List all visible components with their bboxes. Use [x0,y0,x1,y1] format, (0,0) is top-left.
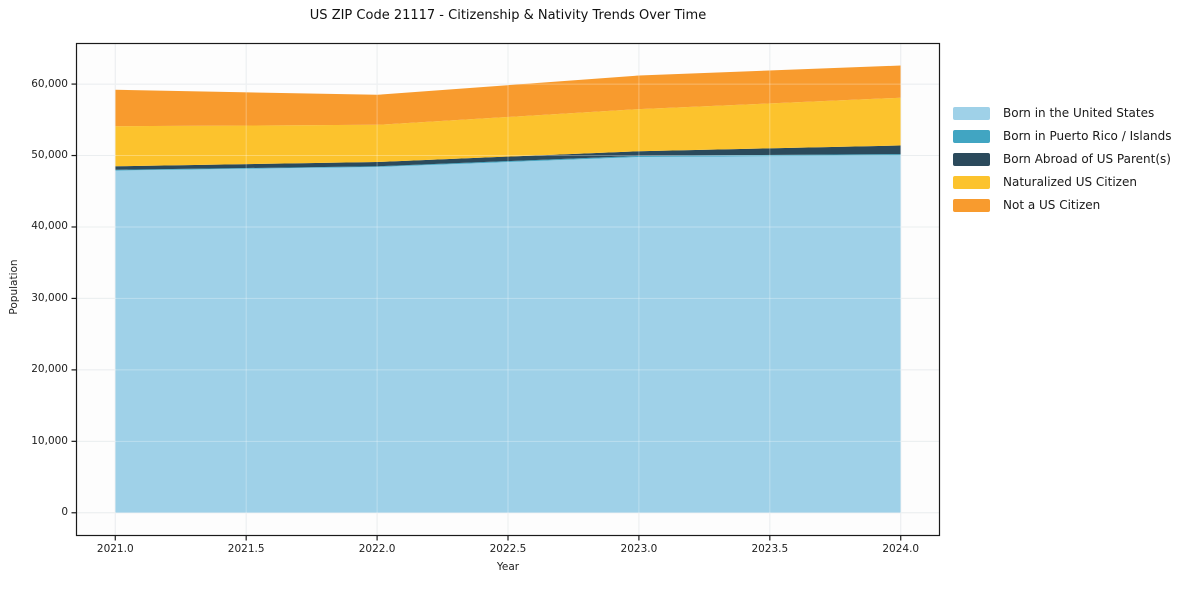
legend-swatch [953,106,990,120]
legend-label: Naturalized US Citizen [1003,175,1137,189]
legend-swatch [953,129,990,143]
x-tick-label: 2022.5 [489,543,527,555]
legend: Born in the United States Born in Puerto … [953,106,1172,212]
area-series-1 [115,154,901,171]
x-tick-label: 2023.5 [751,543,789,555]
area-series-3 [115,97,901,167]
x-tick-label: 2021.5 [227,543,265,555]
area-series-2 [115,145,901,170]
y-tick-label: 10,000 [31,434,68,447]
legend-item-2: Born Abroad of US Parent(s) [953,152,1172,166]
x-tick-label: 2024.0 [882,543,920,555]
x-tick-label: 2022.0 [358,543,396,555]
y-tick-label: 0 [61,506,68,519]
area-series-0 [115,155,901,513]
legend-swatch [953,152,990,166]
legend-item-0: Born in the United States [953,106,1172,120]
chart-title: US ZIP Code 21117 - Citizenship & Nativi… [309,8,707,23]
legend-label: Born Abroad of US Parent(s) [1003,152,1171,166]
y-tick-label: 60,000 [31,77,68,90]
y-tick-label: 50,000 [31,149,68,162]
x-axis-label: Year [496,561,520,573]
legend-swatch [953,175,990,189]
legend-label: Born in the United States [1003,106,1155,120]
legend-item-3: Naturalized US Citizen [953,175,1172,189]
y-tick-label: 30,000 [31,291,68,304]
axes-spines [75,42,941,537]
legend-label: Not a US Citizen [1003,198,1101,212]
x-tick-label: 2021.0 [96,543,134,555]
y-tick-label: 40,000 [31,220,68,233]
legend-swatch [953,198,990,212]
area-series-4 [115,65,901,127]
y-axis-label: Population [8,259,20,315]
legend-item-1: Born in Puerto Rico / Islands [953,129,1172,143]
legend-label: Born in Puerto Rico / Islands [1003,129,1172,143]
legend-item-4: Not a US Citizen [953,198,1172,212]
y-tick-label: 20,000 [31,363,68,376]
x-tick-label: 2023.0 [620,543,658,555]
